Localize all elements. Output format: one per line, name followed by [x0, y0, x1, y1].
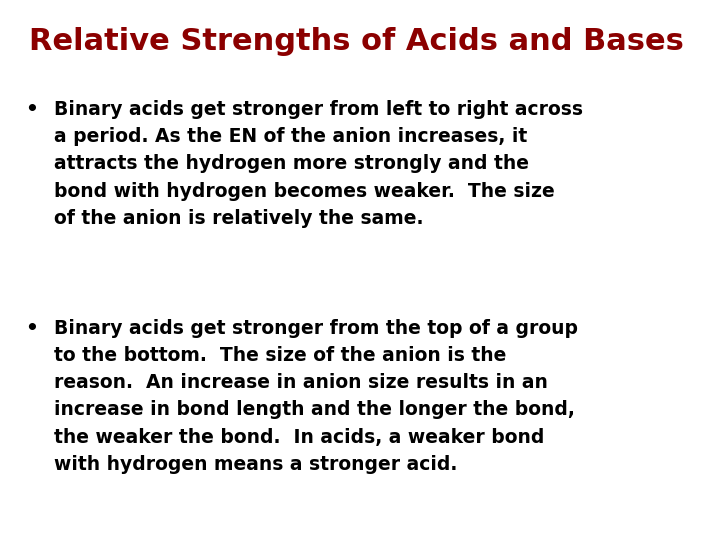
Text: •: •	[25, 100, 38, 119]
Text: •: •	[25, 319, 38, 338]
Text: Relative Strengths of Acids and Bases: Relative Strengths of Acids and Bases	[29, 27, 684, 56]
Text: Binary acids get stronger from the top of a group
to the bottom.  The size of th: Binary acids get stronger from the top o…	[54, 319, 578, 474]
Text: Binary acids get stronger from left to right across
a period. As the EN of the a: Binary acids get stronger from left to r…	[54, 100, 583, 228]
